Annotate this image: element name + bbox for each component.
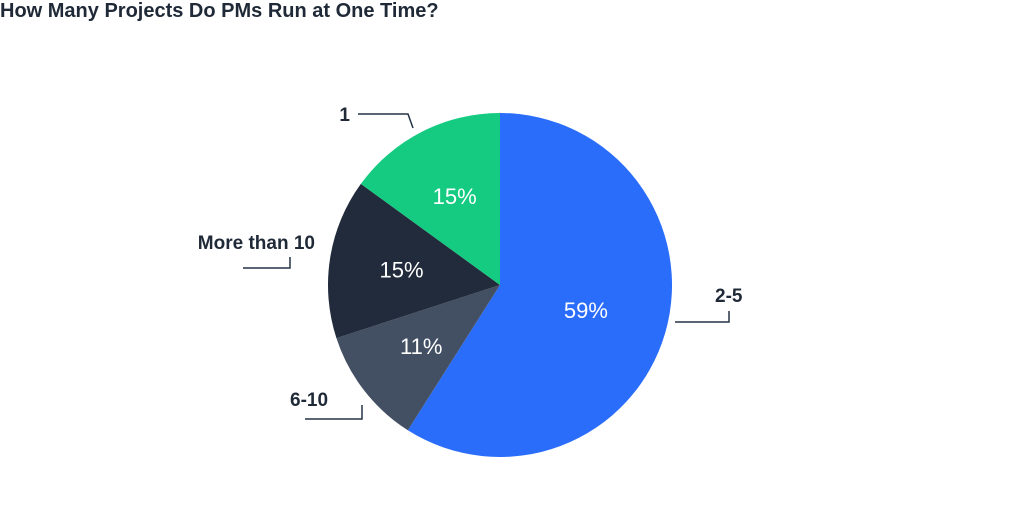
leader-lines xyxy=(243,113,730,420)
value-labels: 59% 11% 15% 15% xyxy=(379,184,607,359)
pie-slice-6-10 xyxy=(336,285,500,431)
leader-line-6-10 xyxy=(305,405,363,420)
category-label-6-10: 6-10 xyxy=(290,390,328,411)
leader-line-1 xyxy=(358,113,414,129)
value-label-1: 15% xyxy=(433,184,477,209)
pie-slice-1 xyxy=(360,113,500,285)
pie-slices xyxy=(328,113,673,457)
value-label-more-than-10: 15% xyxy=(379,257,423,282)
value-label-2-5: 59% xyxy=(564,298,608,323)
pie-slice-more-than-10 xyxy=(328,183,500,339)
chart-title: How Many Projects Do PMs Run at One Time… xyxy=(0,0,439,22)
leader-line-more-than-10 xyxy=(243,257,291,269)
leader-line-2-5 xyxy=(675,311,730,323)
value-label-6-10: 11% xyxy=(400,334,442,359)
category-label-2-5: 2-5 xyxy=(715,286,743,307)
category-label-1: 1 xyxy=(339,105,350,126)
category-labels: 2-5 6-10 More than 10 1 xyxy=(198,105,743,411)
pie-slice-2-5 xyxy=(407,113,673,457)
category-label-more-than-10: More than 10 xyxy=(198,233,315,254)
